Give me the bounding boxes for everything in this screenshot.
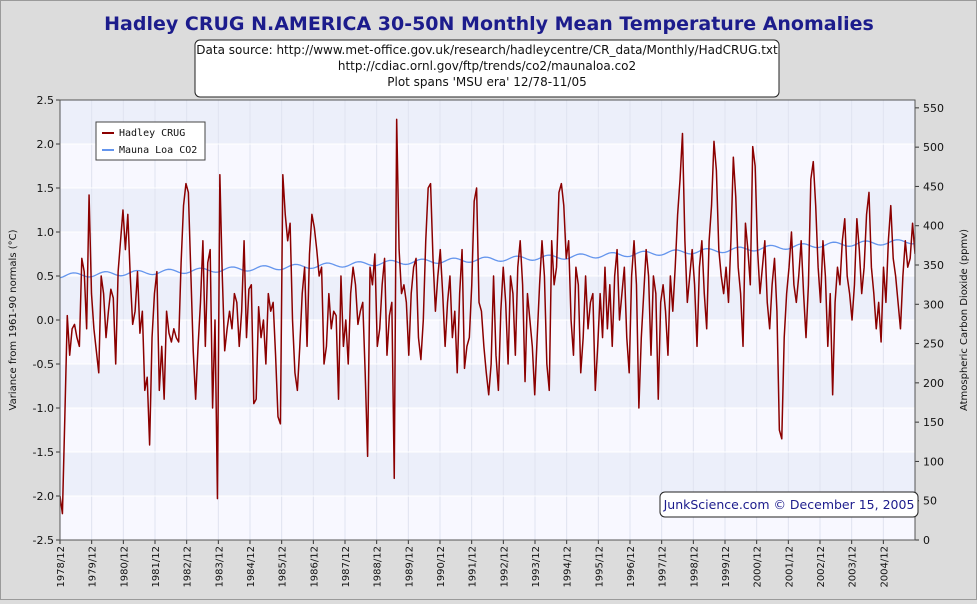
plot-border (59, 99, 916, 541)
y-tick-label: 1.5 (37, 182, 55, 195)
y2-tick-label: 450 (923, 180, 944, 193)
x-tick-label: 1979/12 (88, 546, 99, 588)
x-tick-label: 1994/12 (563, 546, 574, 588)
y-tick-label: 1.0 (37, 226, 55, 239)
y-axis-ticks: -2.5 -2.0 -1.5 -1.0 -0.5 0.0 0.5 1.0 1.5 2.0 2.5 (33, 94, 60, 547)
y-tick-label: -0.5 (33, 358, 54, 371)
x-tick-label: 1991/12 (468, 546, 479, 588)
x-tick-label: 2000/12 (753, 546, 764, 588)
x-tick-label: 1998/12 (689, 546, 700, 588)
x-tick-label: 1978/12 (56, 546, 67, 588)
y2-tick-label: 0 (923, 534, 930, 547)
y2-axis-label: Atmospheric Carbon Dioxide (ppmv) (959, 229, 970, 411)
source-line-2: http://cdiac.ornl.gov/ftp/trends/co2/mau… (338, 59, 636, 73)
x-tick-label: 1987/12 (341, 546, 352, 588)
x-tick-label: 1986/12 (309, 546, 320, 588)
chart-title: Hadley CRUG N.AMERICA 30-50N Monthly Mea… (104, 13, 874, 35)
y2-tick-label: 300 (923, 298, 944, 311)
legend-label-hadley-crug: Hadley CRUG (119, 128, 185, 139)
x-tick-label: 1989/12 (404, 546, 415, 588)
plot-band (60, 188, 915, 232)
x-axis-ticks: 1978/12 1979/12 1980/12 1981/12 1982/12 1983/… (56, 540, 890, 588)
source-box (194, 39, 780, 98)
y2-tick-label: 550 (923, 102, 944, 115)
x-tick-label: 1984/12 (246, 546, 257, 588)
y-tick-label: 2.5 (37, 94, 55, 107)
series-layer (60, 118, 915, 515)
legend: Hadley CRUG Mauna Loa CO2 (95, 121, 206, 161)
y2-tick-label: 150 (923, 416, 944, 429)
x-tick-label: 1993/12 (531, 546, 542, 588)
y2-tick-label: 50 (923, 495, 937, 508)
x-tick-label: 1997/12 (658, 546, 669, 588)
y-tick-label: 2.0 (37, 138, 55, 151)
x-tick-label: 2003/12 (848, 546, 859, 588)
y-tick-label: -1.0 (33, 402, 54, 415)
x-tick-label: 1981/12 (151, 546, 162, 588)
x-tick-label: 1992/12 (499, 546, 510, 588)
x-tick-label: 2002/12 (816, 546, 827, 588)
x-tick-label: 1985/12 (278, 546, 289, 588)
x-tick-label: 2004/12 (879, 546, 890, 588)
y2-tick-label: 400 (923, 220, 944, 233)
x-tick-label: 1995/12 (594, 546, 605, 588)
x-tick-label: 1999/12 (721, 546, 732, 588)
y-tick-label: -1.5 (33, 446, 54, 459)
y2-tick-label: 250 (923, 338, 944, 351)
legend-box (95, 121, 206, 161)
y-axis-label: Variance from 1961-90 normals (°C) (8, 229, 19, 410)
x-tick-label: 1980/12 (119, 546, 130, 588)
legend-label-mauna-loa-co2: Mauna Loa CO2 (119, 145, 197, 156)
y2-tick-label: 500 (923, 141, 944, 154)
y2-tick-label: 350 (923, 259, 944, 272)
y2-tick-label: 200 (923, 377, 944, 390)
x-tick-label: 1982/12 (183, 546, 194, 588)
x-tick-label: 1988/12 (373, 546, 384, 588)
source-line-1: Data source: http://www.met-office.gov.u… (196, 43, 778, 57)
x-tick-label: 1983/12 (214, 546, 225, 588)
y2-axis-ticks: 0 50 100 150 200 250 300 350 400 450 500 550 (915, 102, 944, 547)
x-tick-label: 1990/12 (436, 546, 447, 588)
y-tick-label: 0.5 (37, 270, 55, 283)
credit-box (659, 491, 919, 518)
plot-band (60, 452, 915, 496)
x-tick-label: 1996/12 (626, 546, 637, 588)
x-tick-label: 2001/12 (784, 546, 795, 588)
series-line-hadley-crug (60, 118, 915, 515)
source-line-3: Plot spans 'MSU era' 12/78-11/05 (387, 75, 586, 89)
y-tick-label: 0.0 (37, 314, 55, 327)
y-tick-label: -2.0 (33, 490, 54, 503)
y-tick-label: -2.5 (33, 534, 54, 547)
y2-tick-label: 100 (923, 455, 944, 468)
credit-text: JunkScience.com © December 15, 2005 (663, 497, 915, 512)
